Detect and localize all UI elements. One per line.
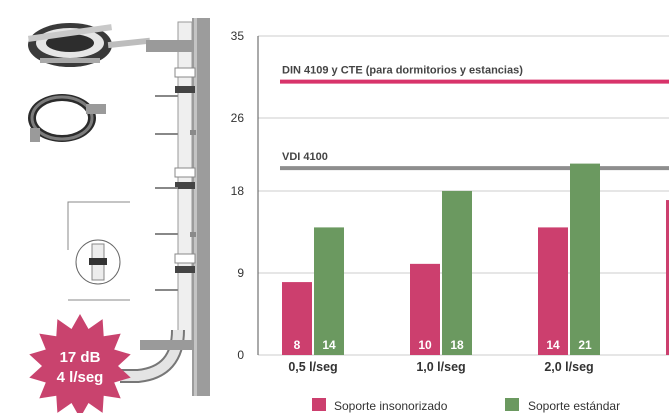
- bar-value-label: 21: [578, 338, 592, 352]
- y-tick-label: 26: [231, 111, 245, 125]
- bar-value-label: 10: [418, 338, 432, 352]
- legend-swatch-estandar: [505, 398, 519, 411]
- bar-value-label: 14: [546, 338, 560, 352]
- bar: [442, 190, 472, 355]
- bar: [410, 263, 440, 355]
- legend-label-insonorizado: Soporte insonorizado: [334, 399, 448, 413]
- pipe-clamp-icon: [27, 23, 151, 67]
- y-tick-label: 35: [231, 29, 245, 43]
- bar: [666, 200, 669, 355]
- x-tick-label: 1,0 l/seg: [416, 360, 465, 374]
- reference-lines: DIN 4109 y CTE (para dormitorios y estan…: [280, 65, 669, 171]
- badge-line-1: 17 dB: [60, 349, 101, 366]
- x-tick-label: 0,5 l/seg: [288, 360, 337, 374]
- bar-value-label: 14: [322, 338, 336, 352]
- bar: [538, 227, 568, 355]
- bar-value-label: 18: [450, 338, 464, 352]
- bar: [570, 163, 600, 355]
- legend-swatch-insonorizado: [312, 398, 326, 411]
- starburst-icon: [29, 314, 131, 413]
- din-reference-label: DIN 4109 y CTE (para dormitorios y estan…: [282, 65, 523, 77]
- bar-value-label: 8: [294, 338, 301, 352]
- legend: Soporte insonorizado Soporte estándar: [312, 398, 620, 413]
- x-tick-label: 2,0 l/seg: [544, 360, 593, 374]
- noise-badge: 17 dB 4 l/seg: [29, 314, 131, 413]
- y-axis: 0 9 18 26 35: [231, 29, 245, 362]
- y-tick-label: 9: [237, 266, 244, 280]
- legend-label-estandar: Soporte estándar: [528, 399, 620, 413]
- pipe-ring-icon: [28, 94, 106, 142]
- badge-line-2: 4 l/seg: [57, 369, 104, 386]
- bar: [314, 227, 344, 355]
- y-tick-label: 18: [231, 184, 245, 198]
- vdi-reference-label: VDI 4100: [282, 151, 328, 163]
- bars: 814101814211724: [282, 163, 669, 355]
- pipe-illustration: [27, 18, 210, 396]
- y-tick-label: 0: [237, 348, 244, 362]
- bar: [282, 282, 312, 355]
- vertical-pipe-diagram-icon: [67, 18, 210, 396]
